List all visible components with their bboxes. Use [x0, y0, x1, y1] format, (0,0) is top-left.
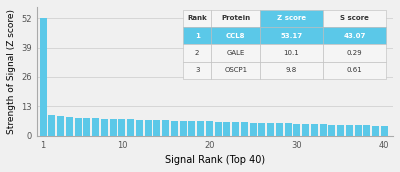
Bar: [136, 120, 143, 136]
Bar: [276, 123, 283, 136]
Bar: [92, 119, 99, 136]
Bar: [180, 121, 186, 136]
X-axis label: Signal Rank (Top 40): Signal Rank (Top 40): [165, 155, 265, 165]
Bar: [250, 122, 256, 136]
Bar: [57, 116, 64, 136]
Bar: [83, 118, 90, 136]
Bar: [354, 125, 362, 136]
Bar: [302, 124, 309, 136]
Bar: [311, 124, 318, 136]
Y-axis label: Strength of Signal (Z score): Strength of Signal (Z score): [7, 9, 16, 134]
Bar: [232, 122, 239, 136]
Bar: [267, 123, 274, 136]
Bar: [293, 124, 300, 136]
Bar: [75, 118, 82, 136]
Bar: [188, 121, 195, 136]
Bar: [320, 124, 326, 136]
Bar: [223, 122, 230, 136]
Bar: [346, 125, 353, 136]
Bar: [48, 115, 55, 136]
Bar: [372, 126, 379, 136]
Bar: [328, 125, 335, 136]
Bar: [101, 119, 108, 136]
Bar: [153, 120, 160, 136]
Bar: [258, 123, 265, 136]
Bar: [337, 125, 344, 136]
Bar: [363, 126, 370, 136]
Bar: [241, 122, 248, 136]
Bar: [144, 120, 152, 136]
Bar: [66, 117, 73, 136]
Bar: [118, 119, 125, 136]
Bar: [284, 123, 292, 136]
Bar: [110, 119, 116, 136]
Bar: [171, 121, 178, 136]
Bar: [162, 120, 169, 136]
Bar: [206, 121, 213, 136]
Bar: [197, 121, 204, 136]
Bar: [127, 119, 134, 136]
Bar: [40, 18, 47, 136]
Bar: [381, 126, 388, 136]
Bar: [214, 122, 222, 136]
